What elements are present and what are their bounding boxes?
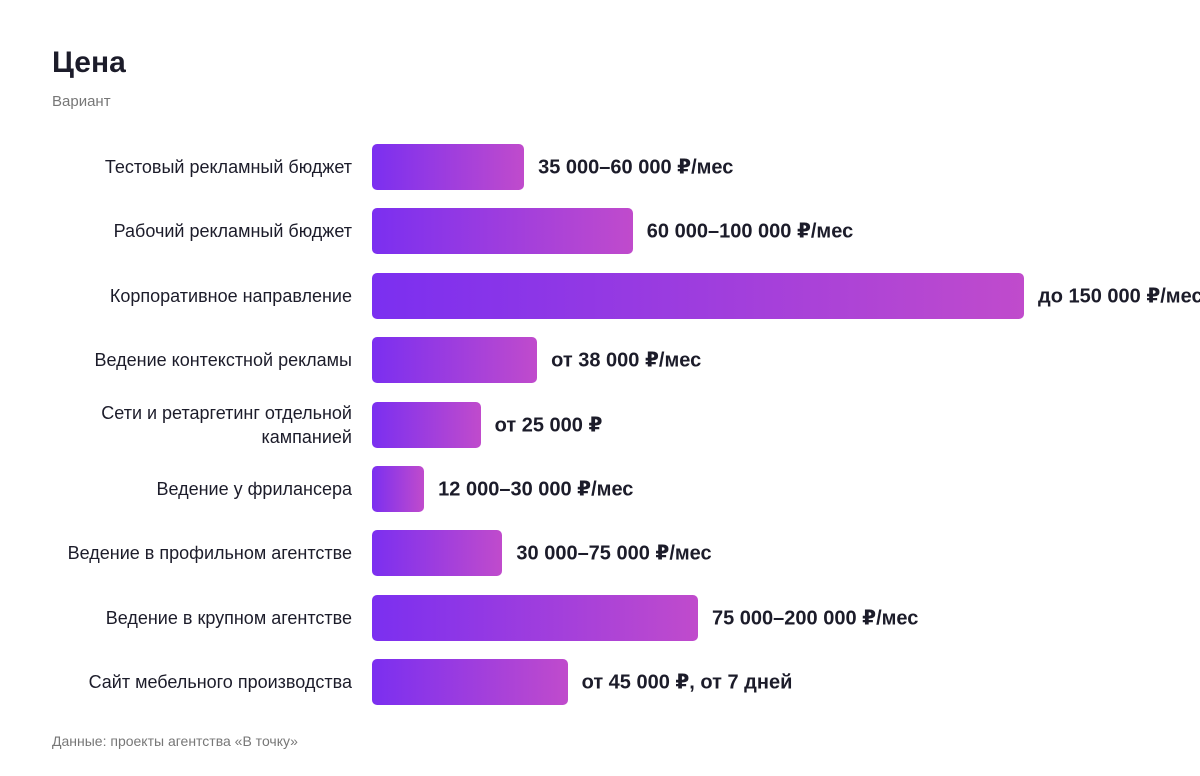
- value-label: от 45 000 ₽, от 7 дней: [581, 671, 793, 694]
- value-label: 35 000–60 000 ₽/мес: [538, 156, 734, 179]
- category-label: Сайт мебельного производства: [88, 672, 352, 693]
- bar: [372, 594, 698, 641]
- value-label: от 25 000 ₽: [494, 414, 603, 437]
- category-label: Ведение у фрилансера: [156, 479, 352, 499]
- category-label: Рабочий рекламный бюджет: [113, 221, 352, 242]
- category-label: Ведение в профильном агентстве: [67, 543, 352, 564]
- chart-subtitle: Вариант: [52, 93, 111, 110]
- chart-title: Цена: [52, 46, 126, 79]
- bar: [372, 208, 633, 255]
- category-label: Корпоративное направление: [109, 285, 352, 306]
- value-label: 30 000–75 000 ₽/мес: [516, 542, 712, 565]
- bar: [372, 466, 425, 512]
- category-label: Ведение контекстной рекламы: [94, 350, 352, 371]
- value-label: от 38 000 ₽/мес: [551, 349, 702, 372]
- value-label: 12 000–30 000 ₽/мес: [438, 478, 634, 501]
- bar: [372, 337, 538, 384]
- bar: [372, 530, 503, 577]
- source-note: Данные: проекты агентства «В точку»: [52, 733, 298, 749]
- category-label: Тестовый рекламный бюджет: [104, 157, 352, 177]
- category-label: Сети и ретаргетинг отдельной кампанией: [101, 402, 352, 447]
- category-label: Ведение в крупном агентстве: [105, 607, 352, 628]
- value-label: 60 000–100 000 ₽/мес: [646, 220, 854, 243]
- bar: [372, 659, 568, 706]
- bar: [372, 144, 525, 190]
- bar: [372, 401, 481, 448]
- value-label: 75 000–200 000 ₽/мес: [712, 607, 919, 630]
- bar: [372, 272, 1024, 319]
- value-label: до 150 000 ₽/мес: [1038, 285, 1200, 308]
